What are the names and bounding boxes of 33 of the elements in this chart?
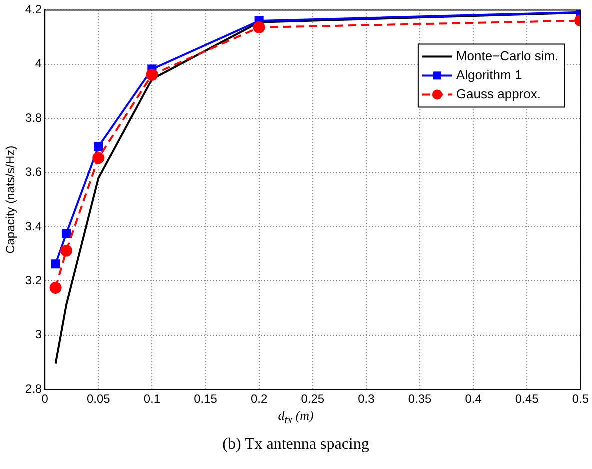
y-tick-label: 2.8	[25, 382, 42, 396]
x-tick-label: 0.45	[515, 392, 540, 406]
point	[51, 260, 60, 269]
x-tick-label: 0.05	[86, 392, 111, 406]
point	[146, 68, 158, 81]
x-tick-label: 0.15	[194, 392, 218, 406]
y-tick-label: 3.2	[25, 274, 42, 288]
y-tick-label: 4	[35, 56, 42, 71]
point	[62, 229, 72, 238]
legend-label: Gauss approx.	[456, 86, 541, 102]
point	[60, 244, 73, 257]
y-tick-label: 3	[35, 328, 42, 342]
text: (b) Tx antenna spacing	[222, 436, 370, 454]
y-axis-title: Capacity (nats/s/Hz)	[4, 146, 18, 254]
y-tick-label: 3.4	[25, 219, 42, 234]
x-tick-label: 0.4	[465, 392, 482, 406]
y-tick-label: 3.6	[25, 165, 42, 180]
legend-label: Algorithm 1	[456, 67, 522, 82]
x-tick-label: 0.3	[358, 392, 376, 406]
x-tick-label: 0.2	[250, 392, 268, 406]
point	[253, 22, 266, 34]
point	[50, 282, 62, 294]
y-tick-label: 4.2	[25, 2, 42, 17]
x-tick-label: 0.35	[408, 392, 432, 406]
point	[94, 142, 104, 152]
legend-label: Monte−Carlo sim.	[456, 48, 559, 64]
y-tick-label: 3.8	[25, 110, 42, 125]
point	[92, 152, 105, 164]
x-tick-label: 0.25	[301, 392, 325, 406]
x-tick-label: 0.5	[572, 392, 590, 406]
x-axis-title: d$_{tx}$ (m)	[277, 408, 315, 427]
x-tick-label: 0.1	[144, 392, 161, 406]
x-tick-label: 0	[42, 392, 49, 406]
